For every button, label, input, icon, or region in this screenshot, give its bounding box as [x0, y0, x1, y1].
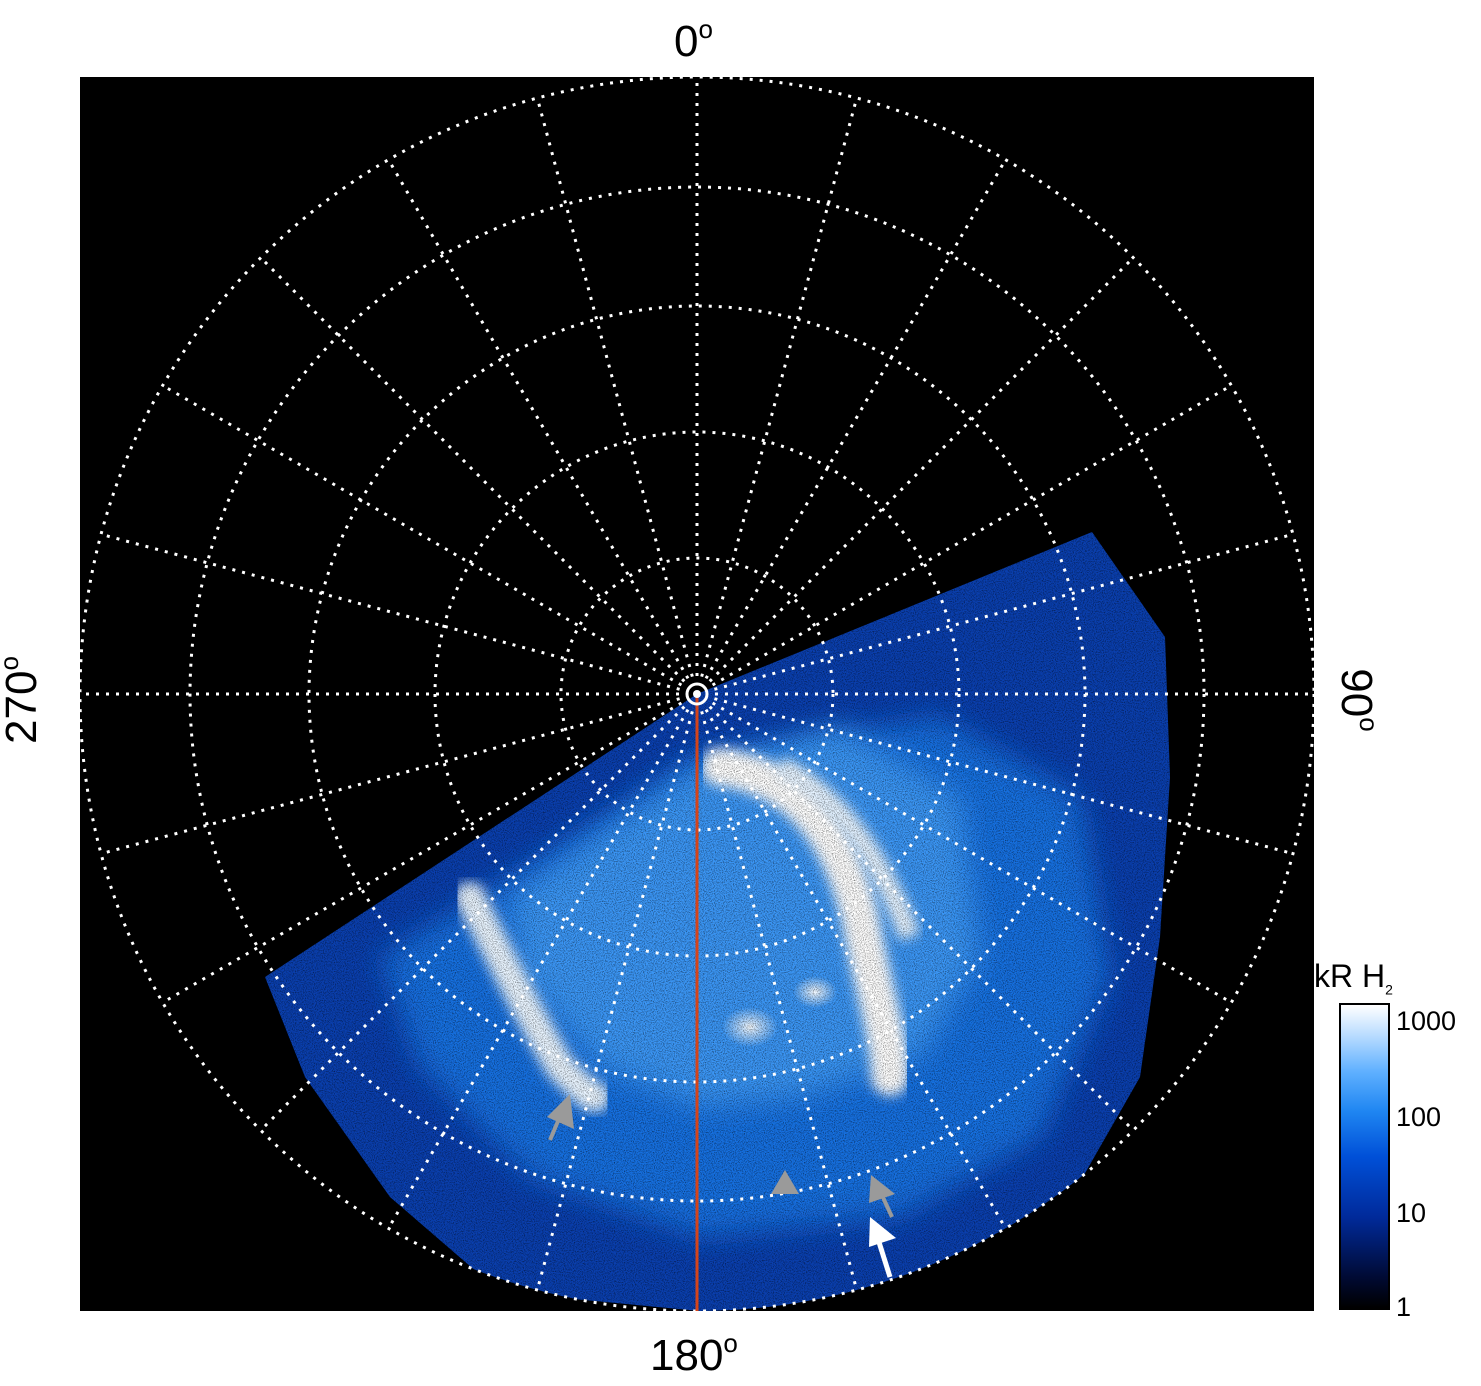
gray-arrow-icon — [869, 1175, 895, 1218]
longitude-line — [387, 158, 690, 680]
pole-marker — [685, 682, 709, 706]
gray-arrow-icon — [547, 1094, 574, 1141]
longitude-line — [535, 97, 694, 678]
longitude-label-270: 270o — [0, 656, 46, 744]
colorbar-tick: 100 — [1396, 1102, 1442, 1132]
longitude-label-90: 90o — [1332, 668, 1384, 732]
colorbar-tick: 10 — [1396, 1198, 1427, 1228]
longitude-line — [100, 532, 681, 691]
latitude-circle — [559, 556, 835, 832]
colorbar-title: kR H2 — [1314, 958, 1393, 998]
aurora-polar-image — [80, 77, 1314, 1311]
colorbar — [1339, 1003, 1390, 1310]
aurora-emission — [265, 532, 1170, 1311]
longitude-label-180: 180o — [650, 1328, 738, 1380]
pole-marker-center — [693, 690, 701, 698]
longitude-line — [259, 256, 686, 683]
colorbar-tick: 1 — [1396, 1292, 1412, 1322]
polar-projection — [80, 77, 1314, 1311]
white-arrow-icon — [869, 1217, 896, 1278]
gray-arrow-icon — [771, 1170, 799, 1194]
latitude-circle — [188, 185, 1206, 1203]
longitude-line — [161, 384, 683, 687]
colorbar-tick: 1000 — [1396, 1006, 1457, 1036]
longitude-label-0: 0o — [674, 14, 713, 66]
longitude-line — [700, 97, 859, 678]
